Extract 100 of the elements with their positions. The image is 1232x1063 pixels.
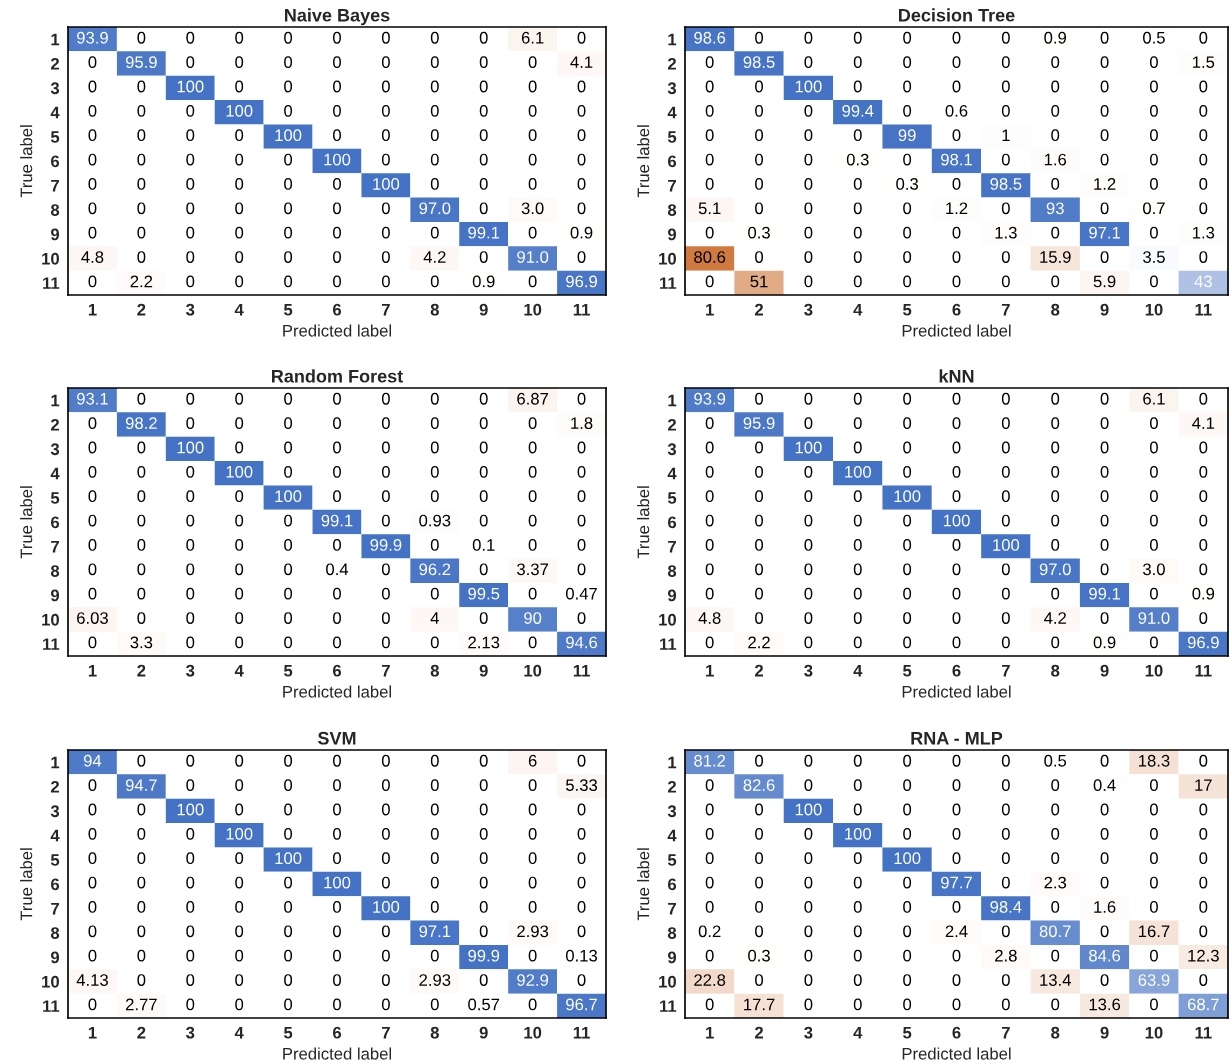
data-label: 0 xyxy=(1199,490,1208,503)
x-tick-label: 7 xyxy=(381,664,390,677)
x-tick-label: 2 xyxy=(754,1026,764,1039)
data-label: 0 xyxy=(381,153,390,166)
data-label: 0 xyxy=(381,949,390,962)
data-label: 95.9 xyxy=(743,417,775,430)
data-label: 0 xyxy=(755,876,764,889)
data-label: 0 xyxy=(479,901,488,913)
data-label: 2.8 xyxy=(995,949,1017,962)
data-label: 0 xyxy=(430,392,439,405)
data-label: 0 xyxy=(705,876,714,889)
data-label: 0 xyxy=(186,153,195,166)
data-label: 0 xyxy=(1100,876,1109,889)
data-label: 0 xyxy=(1149,803,1158,816)
data-label: 0 xyxy=(333,202,341,215)
y-axis-title: True label xyxy=(637,848,650,921)
data-label: 0 xyxy=(284,202,293,215)
data-label: 0 xyxy=(430,779,439,792)
y-tick-label: 5 xyxy=(667,131,677,143)
data-label: 0 xyxy=(381,104,390,117)
data-label: 81.2 xyxy=(694,754,726,767)
data-label: 100 xyxy=(177,803,204,816)
data-label: 0 xyxy=(804,925,813,938)
data-label: 94 xyxy=(83,754,102,767)
data-label: 0 xyxy=(235,563,244,576)
data-label: 0 xyxy=(479,465,488,478)
data-label: 0 xyxy=(577,441,586,454)
data-label: 0 xyxy=(1149,275,1158,288)
data-label: 0 xyxy=(1051,901,1060,913)
data-label: 17 xyxy=(1195,779,1212,791)
data-label: 0 xyxy=(705,490,714,503)
data-label: 0 xyxy=(88,153,97,166)
data-label: 6.87 xyxy=(517,392,549,405)
data-label: 0.3 xyxy=(748,949,770,962)
data-label: 0 xyxy=(88,275,97,288)
data-label: 0 xyxy=(333,636,341,649)
data-label: 0 xyxy=(705,226,714,239)
data-label: 0 xyxy=(284,178,293,190)
data-label: 0 xyxy=(137,441,146,454)
data-label: 0 xyxy=(1199,852,1208,865)
y-tick-label: 3 xyxy=(667,805,677,818)
data-label: 0 xyxy=(430,465,439,478)
x-tick-label: 3 xyxy=(186,664,195,677)
data-label: 0 xyxy=(381,202,390,215)
x-tick-label: 3 xyxy=(804,303,813,316)
x-tick-label: 9 xyxy=(479,1026,488,1039)
data-label: 0 xyxy=(235,441,244,454)
y-tick-label: 9 xyxy=(50,589,60,602)
data-label: 0 xyxy=(333,779,341,792)
data-label: 0 xyxy=(1100,80,1109,93)
data-label: 0 xyxy=(1199,104,1208,117)
data-label: 0 xyxy=(755,251,764,263)
data-label: 0 xyxy=(137,563,146,576)
data-label: 0 xyxy=(528,226,537,239)
data-label: 0 xyxy=(705,80,714,93)
x-tick-label: 9 xyxy=(479,664,488,677)
data-label: 0 xyxy=(479,925,488,938)
data-label: 0 xyxy=(1149,636,1158,649)
y-tick-label: 5 xyxy=(50,131,60,143)
data-label: 0 xyxy=(1199,514,1208,527)
data-label: 0 xyxy=(235,925,244,938)
data-label: 0 xyxy=(88,827,97,840)
data-label: 0 xyxy=(528,539,537,551)
data-label: 0 xyxy=(755,901,764,913)
y-tick-label: 8 xyxy=(50,927,60,939)
data-label: 18.3 xyxy=(1139,754,1170,767)
data-label: 1.3 xyxy=(995,226,1017,239)
data-label: 0 xyxy=(1051,226,1060,239)
y-tick-label: 10 xyxy=(42,975,59,988)
data-label: 0 xyxy=(284,779,293,792)
data-label: 0 xyxy=(705,129,714,142)
data-label: 0 xyxy=(235,31,244,44)
data-label: 0 xyxy=(1001,636,1010,649)
data-label: 0 xyxy=(137,178,146,190)
x-axis-title: Predicted label xyxy=(283,1047,392,1060)
y-tick-label: 7 xyxy=(668,540,676,553)
data-label: 0 xyxy=(479,104,488,117)
x-tick-label: 5 xyxy=(903,664,912,677)
data-label: 0 xyxy=(1001,827,1010,840)
data-label: 98.1 xyxy=(941,153,972,166)
y-tick-label: 10 xyxy=(659,613,676,626)
data-label: 6.1 xyxy=(1143,392,1165,405)
data-label: 0 xyxy=(804,901,813,913)
data-label: 0 xyxy=(1051,998,1060,1011)
data-label: 0 xyxy=(903,56,912,69)
data-label: 0 xyxy=(137,852,146,865)
x-axis-title: Predicted label xyxy=(283,324,392,337)
data-label: 0 xyxy=(952,636,961,649)
data-label: 0 xyxy=(186,490,195,503)
data-label: 0 xyxy=(333,178,341,190)
data-label: 91.0 xyxy=(1138,612,1170,624)
data-label: 0 xyxy=(952,31,961,44)
y-tick-label: 10 xyxy=(659,975,676,988)
x-tick-label: 1 xyxy=(706,303,714,316)
data-label: 0 xyxy=(1001,392,1010,405)
data-label: 0 xyxy=(430,129,439,142)
data-label: 0 xyxy=(577,827,586,840)
data-label: 0 xyxy=(284,636,293,649)
data-label: 0 xyxy=(186,392,195,405)
data-label: 0 xyxy=(186,31,195,44)
